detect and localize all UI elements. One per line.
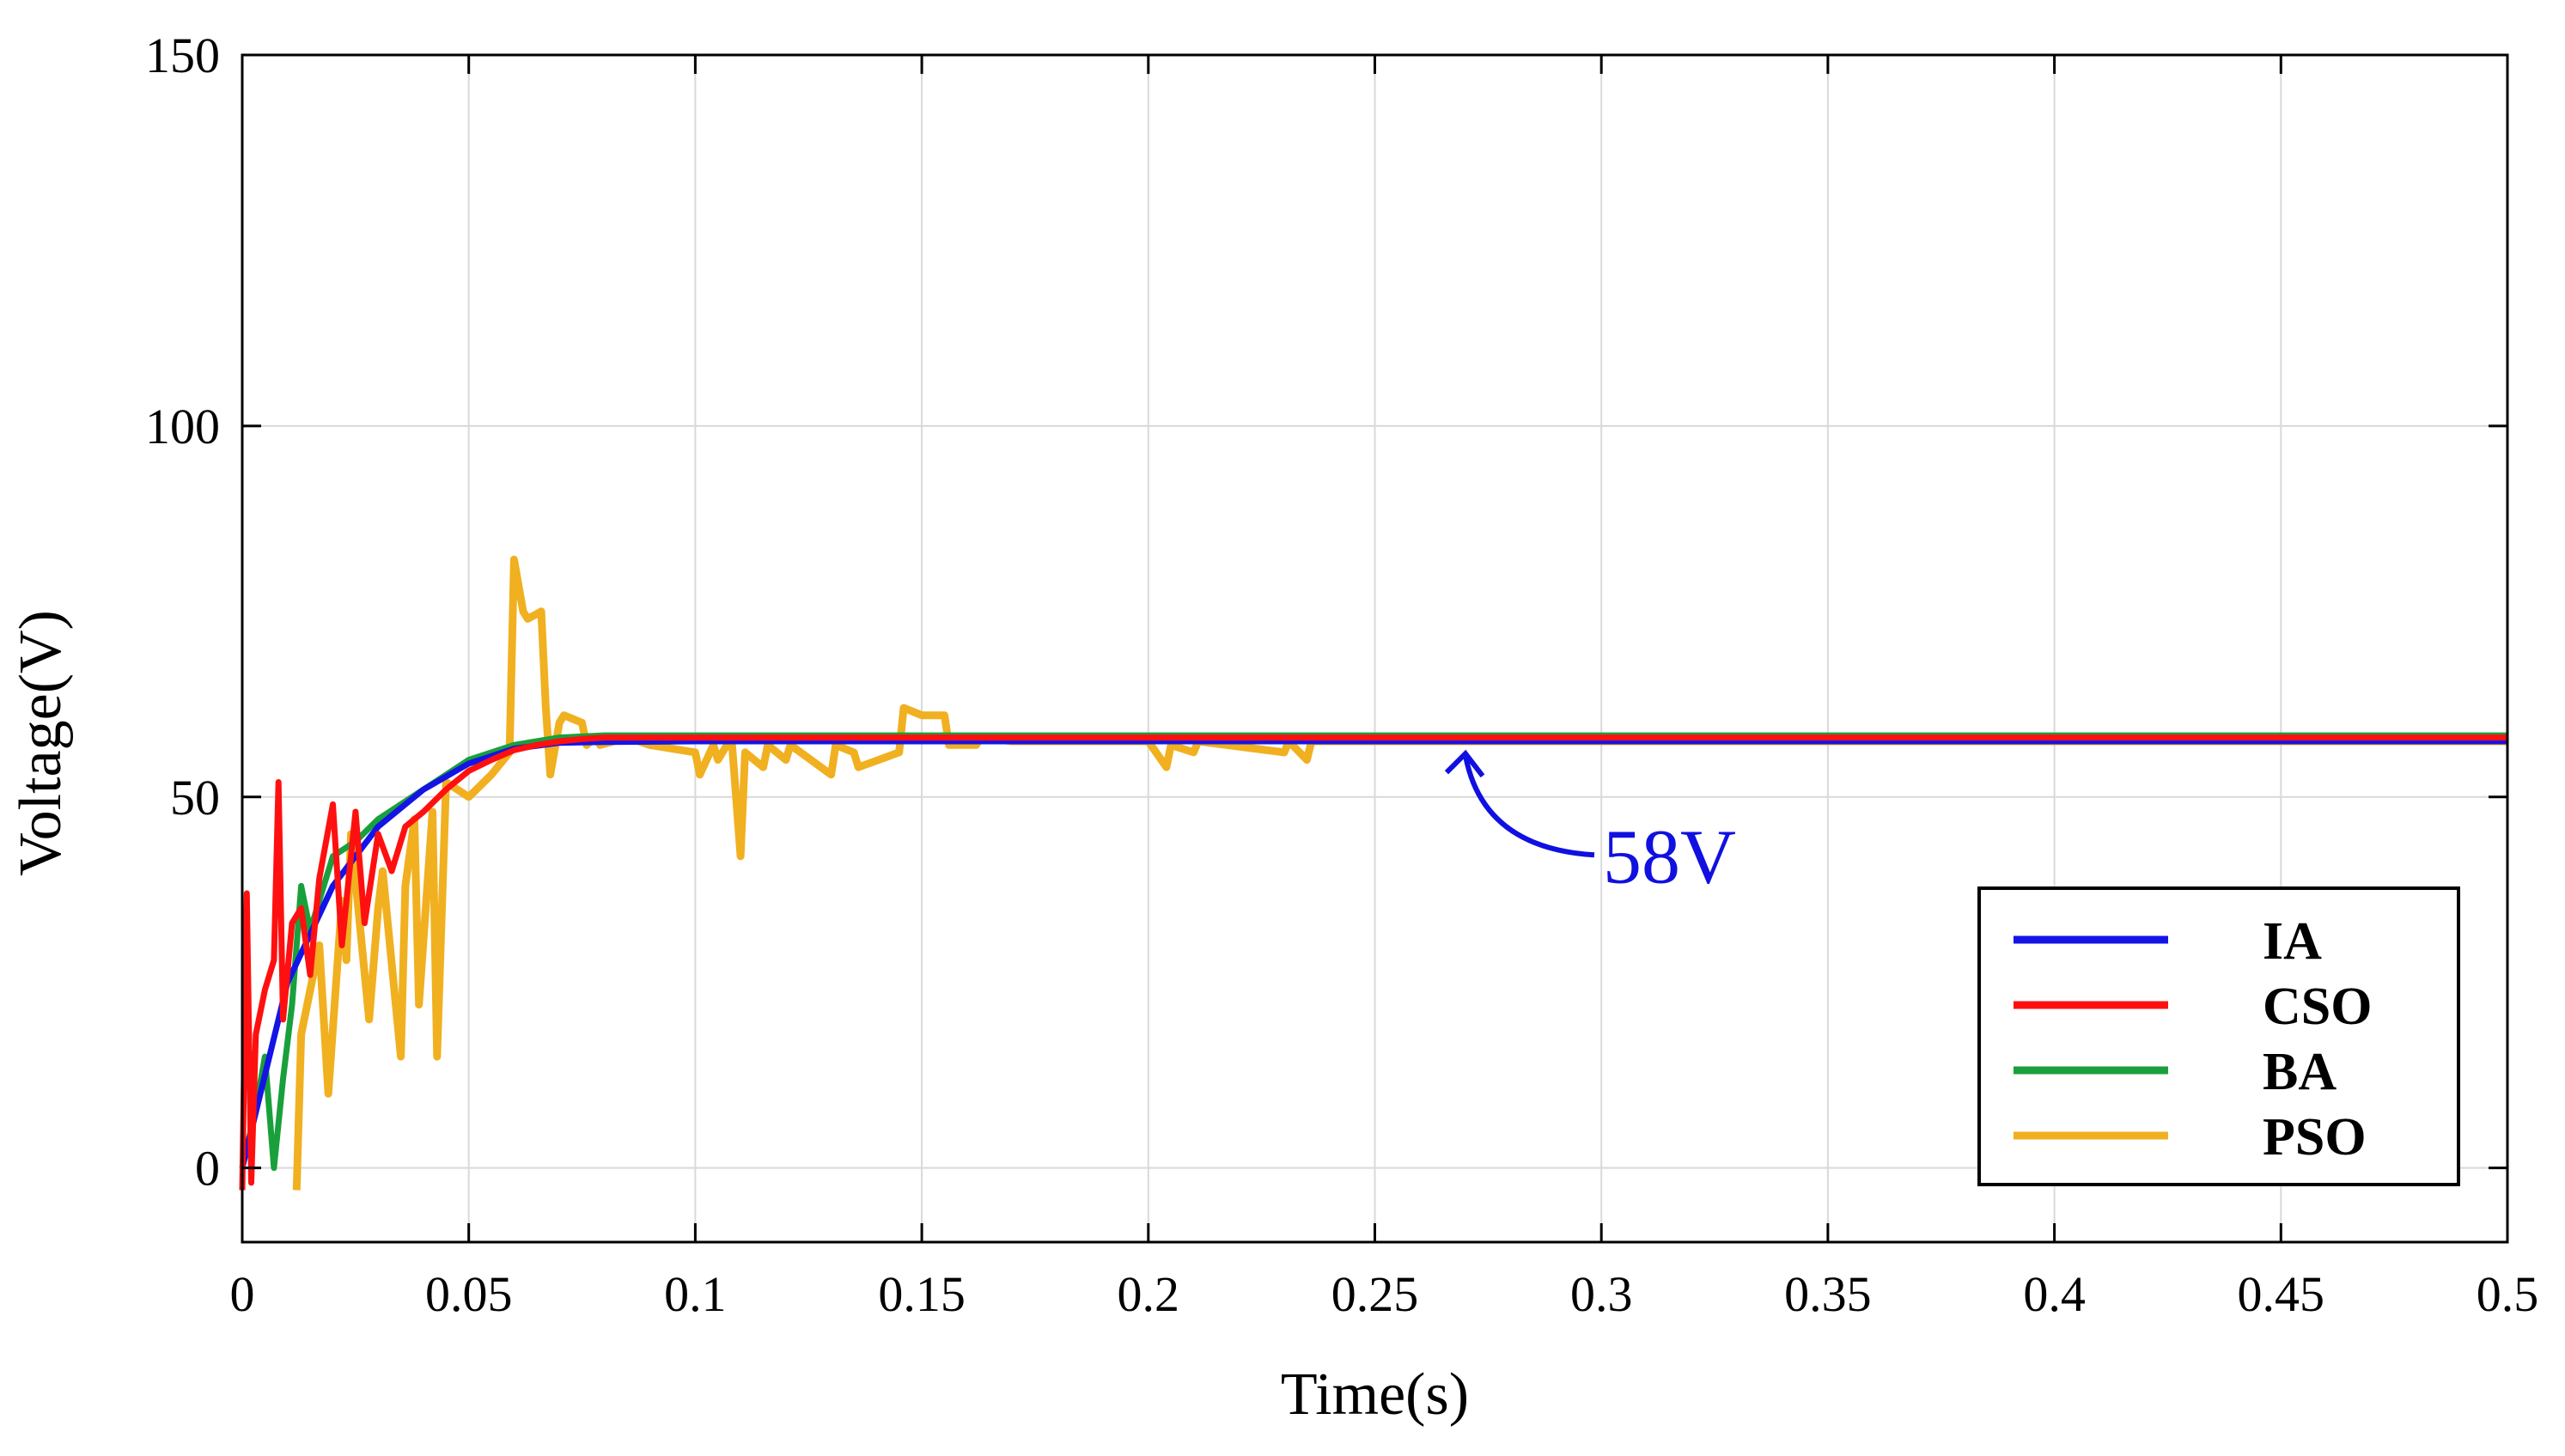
legend: IA CSO BA PSO: [1977, 886, 2460, 1186]
legend-box: [1977, 886, 2460, 1186]
annotation-58v: 58V: [1444, 749, 1736, 899]
legend-items: IA CSO BA PSO: [2014, 912, 2372, 1167]
x-tick-label: 0.3: [1570, 1266, 1633, 1322]
x-tick-label: 0.45: [2238, 1266, 2325, 1322]
series-line-cso: [239, 734, 2507, 1191]
annotation-arrow-icon: [1463, 754, 1595, 858]
legend-label-cso: CSO: [2263, 978, 2372, 1036]
legend-label-ba: BA: [2263, 1043, 2337, 1101]
y-tick-label: 0: [195, 1141, 220, 1197]
x-tick-label: 0.1: [664, 1266, 727, 1322]
annotation-label: 58V: [1603, 814, 1736, 899]
x-tick-label: 0.4: [2023, 1266, 2086, 1322]
legend-label-ia: IA: [2263, 912, 2322, 971]
x-tick-label: 0.15: [878, 1266, 966, 1322]
legend-label-pso: PSO: [2263, 1108, 2367, 1167]
annotation-arrowhead-icon: [1444, 749, 1485, 778]
y-axis-label: Voltage(V): [8, 610, 74, 876]
y-tick-label: 100: [145, 399, 220, 454]
y-tick-label: 150: [145, 27, 220, 83]
x-tick-label: 0.5: [2477, 1266, 2539, 1322]
x-axis-label: Time(s): [1281, 1362, 1469, 1428]
x-tick-label: 0.05: [425, 1266, 513, 1322]
x-tick-label: 0.25: [1331, 1266, 1419, 1322]
y-tick-label: 50: [170, 770, 220, 825]
x-tick-label: 0: [230, 1266, 255, 1322]
x-tick-label: 0.2: [1118, 1266, 1180, 1322]
x-tick-label: 0.35: [1784, 1266, 1872, 1322]
series-lines: [239, 555, 2507, 1191]
axis-ticks: 0 0.05 0.1 0.15 0.2 0.25 0.3 0.35 0.4 0.45 0.5 0 50 1…: [145, 27, 2538, 1322]
